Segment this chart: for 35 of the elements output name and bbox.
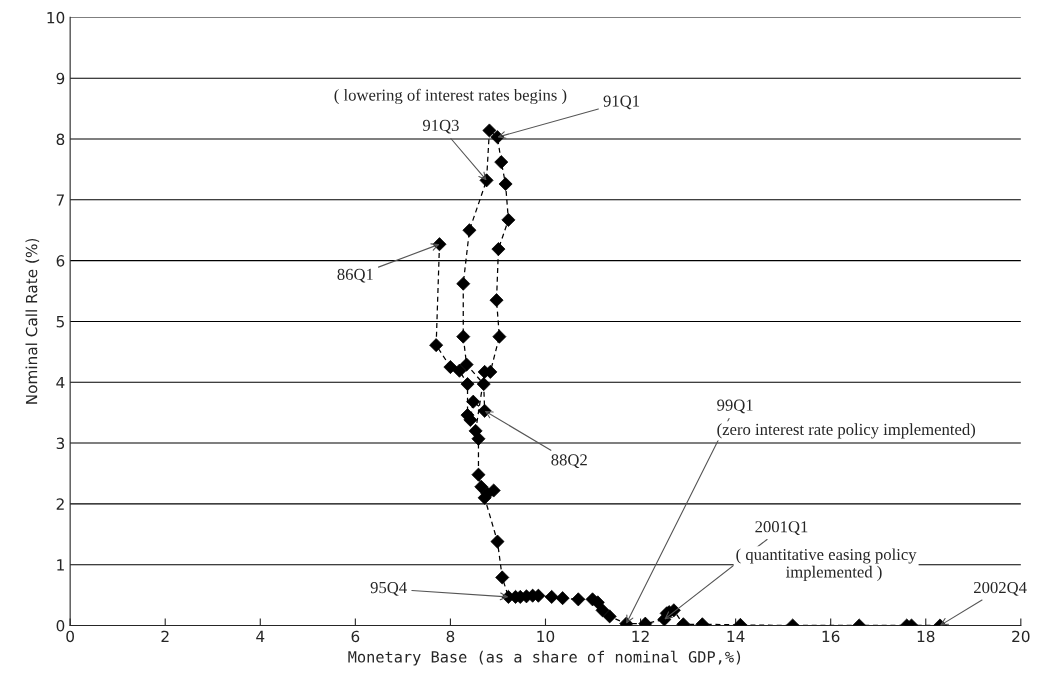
y-tick-label: 4 [56, 376, 65, 389]
y-tick-label: 10 [47, 11, 65, 24]
y-tick-label: 0 [56, 619, 65, 632]
x-tick-label: 0 [66, 630, 74, 643]
y-tick-label: 1 [57, 559, 64, 571]
x-tick-label: 6 [351, 630, 360, 643]
x-tick-label: 16 [822, 630, 840, 643]
annotation: 88Q2 [551, 454, 587, 469]
annotation: 91Q3 [422, 119, 459, 134]
x-tick-label: 2 [161, 630, 169, 642]
y-tick-label: 9 [56, 72, 65, 85]
annotation: 99Q1 [717, 399, 753, 414]
y-tick-label: 3 [56, 437, 65, 450]
annotation: ( lowering of interest rates begins ) [334, 88, 567, 105]
x-tick-label: 14 [727, 630, 745, 642]
y-tick-label: 6 [56, 255, 65, 267]
x-tick-label: 18 [917, 630, 935, 643]
annotation: 2001Q1 [755, 521, 808, 535]
annotation: 91Q1 [603, 95, 640, 110]
y-tick-label: 2 [56, 498, 64, 510]
annotation: (zero interest rate policy implemented) [717, 423, 976, 439]
x-axis-title: Monetary Base (as a share of nominal GDP,%) [348, 650, 741, 666]
x-tick-label: 10 [537, 630, 555, 643]
y-tick-label: 7 [56, 194, 64, 206]
y-tick-label: 5 [56, 316, 64, 328]
x-tick-label: 20 [1012, 630, 1030, 643]
annotation: 95Q4 [370, 581, 407, 596]
annotation: ( quantitative easing policy implemented ) [736, 548, 917, 581]
annotation: 86Q1 [337, 268, 373, 283]
x-tick-label: 8 [446, 630, 455, 643]
y-tick-label: 8 [56, 133, 65, 146]
x-tick-label: 4 [256, 630, 265, 642]
annotation: 2002Q4 [974, 581, 1027, 596]
y-axis-title: Nominal Call Rate (%) [25, 238, 40, 404]
x-tick-label: 12 [632, 630, 649, 642]
